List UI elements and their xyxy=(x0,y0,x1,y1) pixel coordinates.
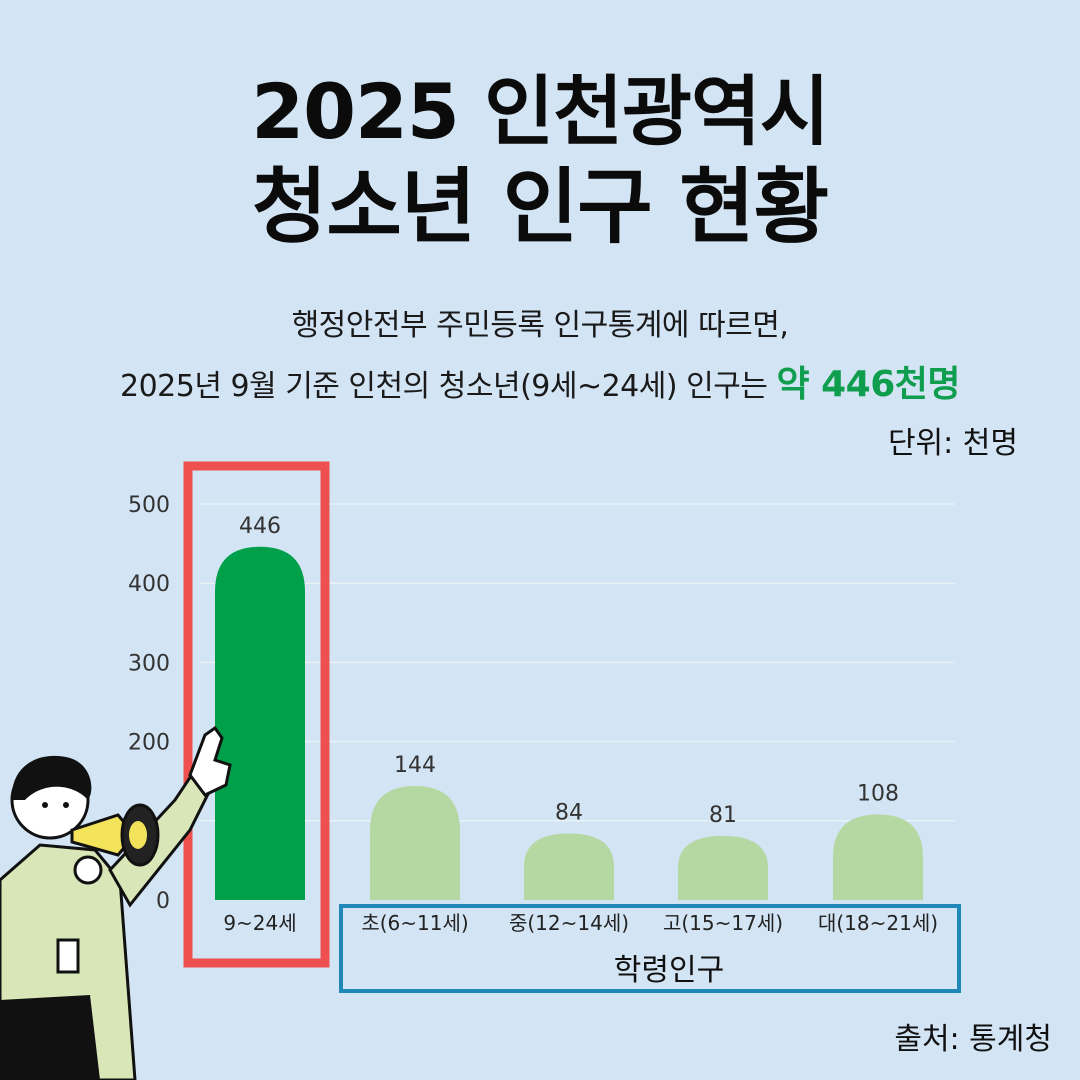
source-label: 출처: 통계청 xyxy=(894,1022,1052,1057)
y-tick-label: 0 xyxy=(156,889,170,914)
y-tick-label: 300 xyxy=(128,651,170,676)
data-label: 81 xyxy=(709,803,737,828)
bar-4 xyxy=(833,814,923,900)
category-label: 9~24세 xyxy=(223,911,296,935)
category-label: 초(6~11세) xyxy=(361,911,468,935)
subtitle-line2-text: 2025년 9월 기준 인천의 청소년(9세~24세) 인구는 xyxy=(119,369,777,404)
data-label: 446 xyxy=(239,514,281,539)
y-tick-label: 500 xyxy=(128,493,170,518)
school-age-group-label: 학령인구 xyxy=(614,953,724,988)
data-label: 84 xyxy=(555,800,583,825)
page-title-line2: 청소년 인구 현황 xyxy=(251,160,829,255)
category-label: 대(18~21세) xyxy=(818,911,938,935)
megaphone-bell-inner xyxy=(129,821,147,849)
trousers xyxy=(0,995,100,1080)
bar-2 xyxy=(524,833,614,900)
grid-lines xyxy=(200,503,955,822)
person-with-megaphone-illustration xyxy=(0,725,232,1080)
category-label: 고(15~17세) xyxy=(663,911,783,935)
highlight-total: 약 446천명 xyxy=(776,364,960,405)
y-tick-label: 400 xyxy=(128,572,170,597)
subtitle-line2: 2025년 9월 기준 인천의 청소년(9세~24세) 인구는 약 446천명 xyxy=(0,355,1080,407)
holding-hand xyxy=(73,855,103,885)
bar-0 xyxy=(215,546,305,900)
y-axis-ticks: 0 200 300 400 500 xyxy=(128,493,170,914)
hair xyxy=(11,755,92,800)
unit-label: 단위: 천명 xyxy=(887,426,1018,461)
bar-1 xyxy=(370,785,460,900)
data-labels: 446 144 84 81 108 xyxy=(239,514,899,828)
category-label: 중(12~14세) xyxy=(509,911,629,935)
y-tick-label: 200 xyxy=(128,731,170,756)
eye-icon xyxy=(63,802,69,808)
bar-3 xyxy=(678,835,768,900)
data-label: 144 xyxy=(394,753,436,778)
category-labels: 9~24세 초(6~11세) 중(12~14세) 고(15~17세) 대(18~21세) xyxy=(223,911,938,935)
total-highlight-box xyxy=(183,461,330,968)
school-age-group-box xyxy=(339,904,961,993)
subtitle-line1: 행정안전부 주민등록 인구통계에 따르면, xyxy=(291,308,789,343)
pointing-hand-icon xyxy=(188,725,232,797)
data-label: 108 xyxy=(857,781,899,806)
id-badge-icon xyxy=(56,938,80,974)
bars xyxy=(215,546,923,900)
eye-icon xyxy=(42,802,48,808)
page-title-line1: 2025 인천광역시 xyxy=(251,67,830,156)
